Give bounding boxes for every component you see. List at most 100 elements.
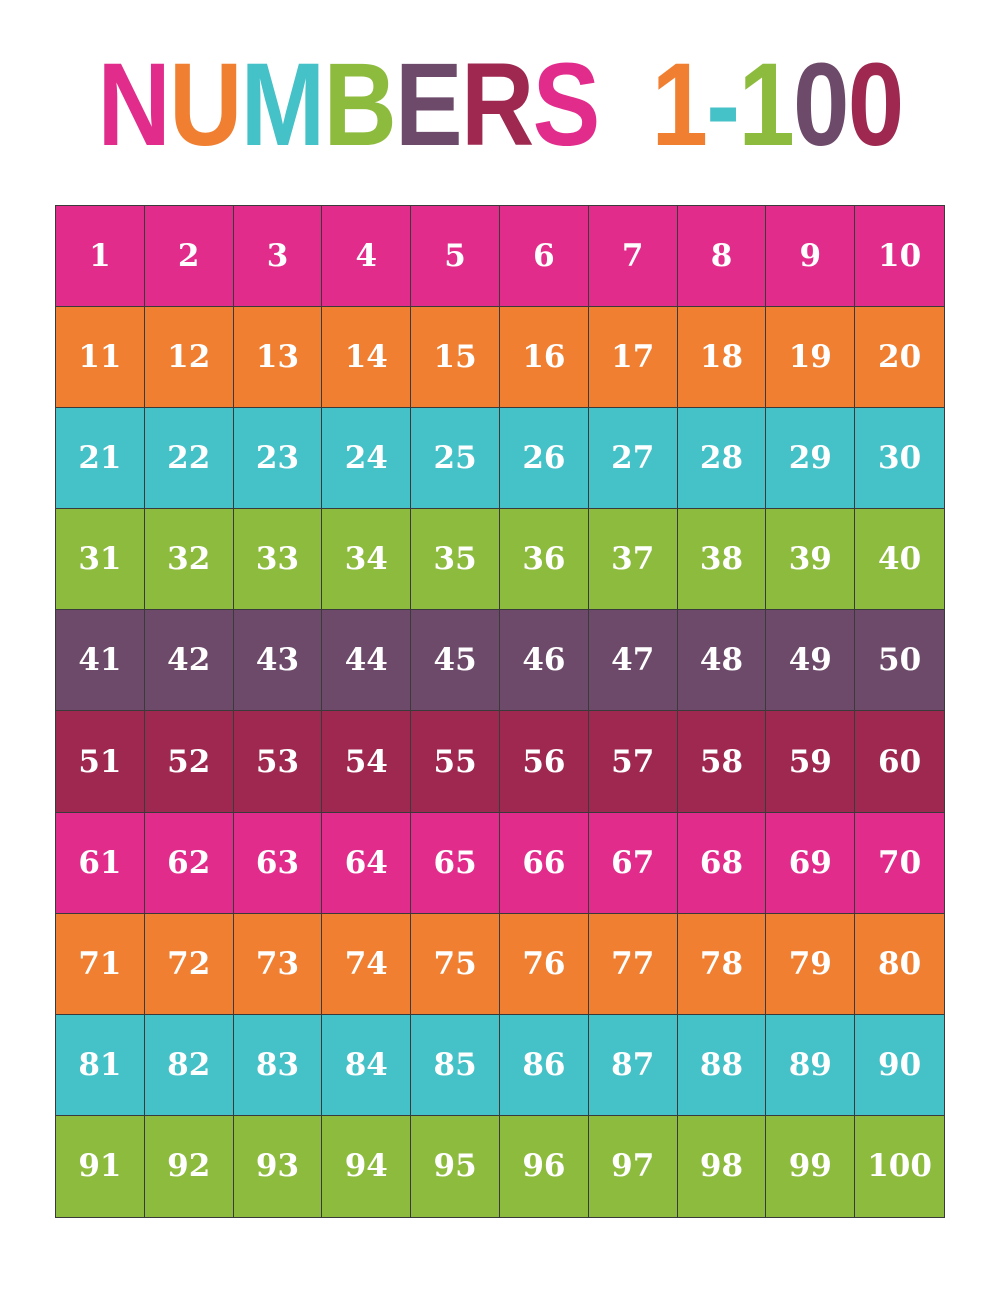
number-cell: 12	[144, 307, 234, 409]
number-cell: 8	[677, 206, 767, 308]
number-cell: 78	[677, 913, 767, 1015]
number-cell: 54	[322, 711, 412, 813]
number-cell: 33	[233, 509, 323, 611]
number-cell: 39	[766, 509, 856, 611]
number-cell: 71	[56, 913, 145, 1015]
number-cell: 86	[500, 1014, 589, 1116]
number-cell: 19	[766, 307, 856, 409]
number-cell: 97	[588, 1115, 678, 1217]
number-cell: 48	[677, 610, 767, 712]
number-cell: 21	[56, 408, 145, 510]
number-cell: 41	[56, 610, 145, 712]
number-cell: 1	[56, 206, 145, 308]
number-cell: 18	[677, 307, 767, 409]
number-cell: 94	[322, 1115, 412, 1217]
number-cell: 24	[322, 408, 412, 510]
title-letter: N	[97, 39, 170, 171]
number-cell: 65	[411, 812, 500, 914]
number-cell: 60	[855, 711, 944, 813]
number-cell: 92	[144, 1115, 234, 1217]
title-letter: 1	[738, 39, 794, 171]
number-cell: 5	[411, 206, 500, 308]
number-cell: 34	[322, 509, 412, 611]
number-cell: 13	[233, 307, 323, 409]
number-cell: 32	[144, 509, 234, 611]
number-cell: 20	[855, 307, 944, 409]
number-cell: 3	[233, 206, 323, 308]
number-cell: 67	[588, 812, 678, 914]
number-cell: 23	[233, 408, 323, 510]
number-cell: 83	[233, 1014, 323, 1116]
title-letter: R	[460, 39, 534, 171]
number-cell: 87	[588, 1014, 678, 1116]
number-cell: 9	[766, 206, 856, 308]
number-cell: 6	[500, 206, 589, 308]
number-cell: 58	[677, 711, 767, 813]
title-letter: 0	[847, 39, 904, 171]
number-cell: 15	[411, 307, 500, 409]
number-cell: 40	[855, 509, 944, 611]
number-cell: 66	[500, 812, 589, 914]
number-cell: 52	[144, 711, 234, 813]
number-cell: 14	[322, 307, 412, 409]
number-cell: 100	[855, 1115, 944, 1217]
number-cell: 70	[855, 812, 944, 914]
number-cell: 31	[56, 509, 145, 611]
title-letter: U	[169, 39, 242, 171]
number-cell: 57	[588, 711, 678, 813]
number-cell: 43	[233, 610, 323, 712]
title-letter: M	[240, 39, 326, 171]
number-cell: 10	[855, 206, 944, 308]
number-cell: 81	[56, 1014, 145, 1116]
number-cell: 63	[233, 812, 323, 914]
number-cell: 62	[144, 812, 234, 914]
number-cell: 84	[322, 1014, 412, 1116]
number-cell: 73	[233, 913, 323, 1015]
number-cell: 93	[233, 1115, 323, 1217]
title-letter: E	[395, 39, 463, 171]
number-cell: 36	[500, 509, 589, 611]
number-cell: 99	[766, 1115, 856, 1217]
number-cell: 55	[411, 711, 500, 813]
number-cell: 22	[144, 408, 234, 510]
number-cell: 91	[56, 1115, 145, 1217]
number-cell: 85	[411, 1014, 500, 1116]
title-letter	[599, 40, 652, 170]
number-cell: 77	[588, 913, 678, 1015]
number-cell: 17	[588, 307, 678, 409]
number-cell: 16	[500, 307, 589, 409]
number-cell: 68	[677, 812, 767, 914]
number-cell: 51	[56, 711, 145, 813]
number-cell: 95	[411, 1115, 500, 1217]
number-cell: 37	[588, 509, 678, 611]
number-cell: 56	[500, 711, 589, 813]
number-cell: 76	[500, 913, 589, 1015]
number-cell: 26	[500, 408, 589, 510]
number-cell: 2	[144, 206, 234, 308]
number-cell: 45	[411, 610, 500, 712]
number-cell: 82	[144, 1014, 234, 1116]
number-cell: 90	[855, 1014, 944, 1116]
title-letter: 0	[793, 39, 849, 171]
number-cell: 46	[500, 610, 589, 712]
title-letter: B	[323, 39, 396, 171]
number-cell: 7	[588, 206, 678, 308]
number-cell: 89	[766, 1014, 856, 1116]
number-cell: 29	[766, 408, 856, 510]
number-cell: 88	[677, 1014, 767, 1116]
number-cell: 47	[588, 610, 678, 712]
number-cell: 61	[56, 812, 145, 914]
number-cell: 30	[855, 408, 944, 510]
number-cell: 11	[56, 307, 145, 409]
number-cell: 98	[677, 1115, 767, 1217]
number-grid: 1 2 3 4 5 6 7 8 9 10 11 12 13 14 15 16 17 18 19 20 21 22 23 24 2…	[55, 205, 945, 1218]
number-cell: 96	[500, 1115, 589, 1217]
page-title-text: NUMBERS 1-100	[97, 39, 904, 171]
title-letter: 1	[651, 39, 707, 171]
number-cell: 75	[411, 913, 500, 1015]
number-cell: 72	[144, 913, 234, 1015]
number-cell: 50	[855, 610, 944, 712]
number-cell: 64	[322, 812, 412, 914]
number-cell: 27	[588, 408, 678, 510]
number-cell: 35	[411, 509, 500, 611]
